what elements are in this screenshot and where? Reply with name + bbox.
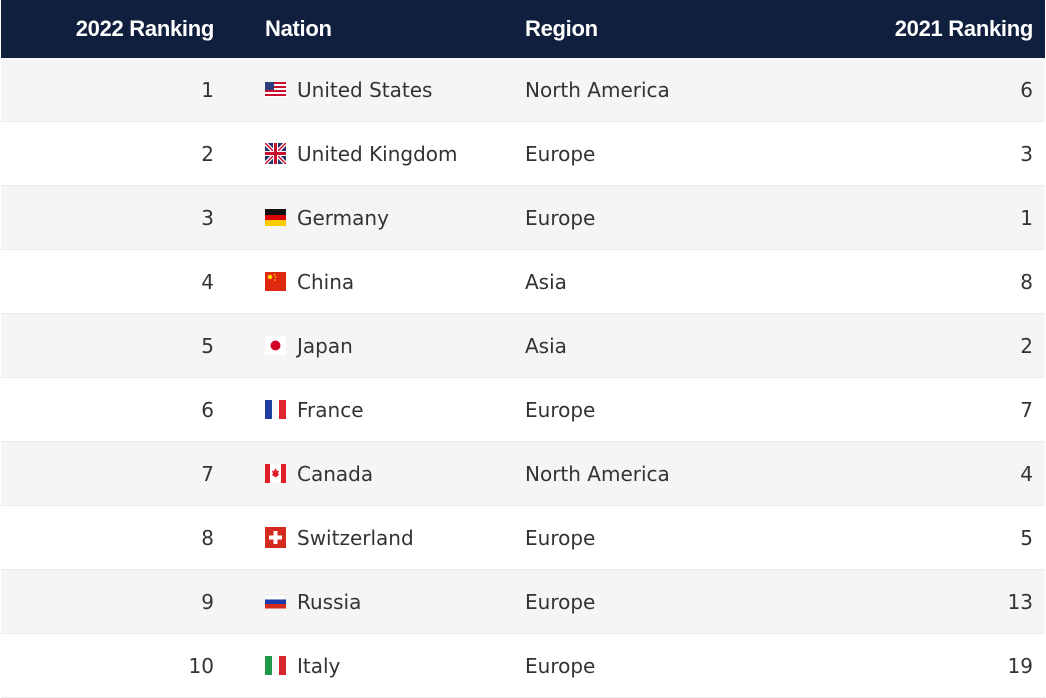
rank-2021-cell: 6 xyxy=(1020,77,1033,102)
flag-china-icon xyxy=(265,271,286,292)
nation-name: Switzerland xyxy=(297,525,414,550)
nation-cell: France xyxy=(214,398,525,422)
rank-2021-cell: 5 xyxy=(1020,525,1033,550)
table-row: 9 Russia Europe 13 xyxy=(1,570,1045,634)
table-row: 6 France Europe 7 xyxy=(1,378,1045,442)
region-cell: Asia xyxy=(525,333,567,358)
rank-2022-cell: 4 xyxy=(201,269,214,294)
nation-cell: Germany xyxy=(214,206,525,230)
rank-2022-cell: 5 xyxy=(201,333,214,358)
region-cell: Europe xyxy=(525,525,596,550)
flag-russia-icon xyxy=(265,591,286,612)
table-row: 8 Switzerland Europe 5 xyxy=(1,506,1045,570)
nation-name: China xyxy=(297,269,355,294)
region-cell: Europe xyxy=(525,397,596,422)
table-row: 10 Italy Europe 19 xyxy=(1,634,1045,698)
flag-japan-icon xyxy=(265,335,286,356)
rank-2021-cell: 3 xyxy=(1020,141,1033,166)
table-row: 7 Canada North America 4 xyxy=(1,442,1045,506)
nation-name: France xyxy=(297,397,364,422)
rank-2022-cell: 1 xyxy=(201,77,214,102)
rank-2022-cell: 7 xyxy=(201,461,214,486)
nation-name: Russia xyxy=(297,589,362,614)
region-cell: Europe xyxy=(525,205,596,230)
rank-2022-cell: 10 xyxy=(188,653,214,678)
rank-2022-cell: 2 xyxy=(201,141,214,166)
table-row: 2 United Kingdom Europe 3 xyxy=(1,122,1045,186)
header-2021-ranking[interactable]: 2021 Ranking xyxy=(894,16,1034,41)
region-cell: Europe xyxy=(525,589,596,614)
table-row: 4 China Asia 8 xyxy=(1,250,1045,314)
table-row: 5 Japan Asia 2 xyxy=(1,314,1045,378)
nation-cell: Russia xyxy=(214,590,525,614)
region-cell: North America xyxy=(525,461,670,486)
flag-italy-icon xyxy=(265,655,286,676)
nation-cell: United Kingdom xyxy=(214,142,525,166)
table-header: 2022 Ranking Nation Region 2021 Ranking xyxy=(1,0,1045,58)
nation-name: Germany xyxy=(297,205,389,230)
nation-name: United Kingdom xyxy=(297,141,458,166)
region-cell: North America xyxy=(525,77,670,102)
nation-cell: Italy xyxy=(214,654,525,678)
rank-2021-cell: 2 xyxy=(1020,333,1033,358)
header-nation[interactable]: Nation xyxy=(265,16,332,41)
rank-2022-cell: 6 xyxy=(201,397,214,422)
rank-2021-cell: 19 xyxy=(1007,653,1033,678)
nation-cell: Switzerland xyxy=(214,526,525,550)
nation-cell: China xyxy=(214,270,525,294)
table-row: 3 Germany Europe 1 xyxy=(1,186,1045,250)
nation-cell: Canada xyxy=(214,462,525,486)
rank-2022-cell: 8 xyxy=(201,525,214,550)
rank-2021-cell: 1 xyxy=(1020,205,1033,230)
flag-uk-icon xyxy=(265,143,286,164)
flag-france-icon xyxy=(265,399,286,420)
rank-2022-cell: 9 xyxy=(201,589,214,614)
rank-2021-cell: 4 xyxy=(1020,461,1033,486)
header-2022-ranking[interactable]: 2022 Ranking xyxy=(75,16,215,41)
region-cell: Asia xyxy=(525,269,567,294)
flag-us-icon xyxy=(265,79,286,100)
nation-cell: Japan xyxy=(214,334,525,358)
region-cell: Europe xyxy=(525,653,596,678)
flag-switzerland-icon xyxy=(265,527,286,548)
nation-name: United States xyxy=(297,77,433,102)
nation-name: Japan xyxy=(297,333,353,358)
flag-canada-icon xyxy=(265,463,286,484)
rank-2022-cell: 3 xyxy=(201,205,214,230)
nation-name: Italy xyxy=(297,653,341,678)
flag-germany-icon xyxy=(265,207,286,228)
nation-name: Canada xyxy=(297,461,374,486)
rank-2021-cell: 8 xyxy=(1020,269,1033,294)
table-row: 1 United States North America 6 xyxy=(1,58,1045,122)
region-cell: Europe xyxy=(525,141,596,166)
nation-cell: United States xyxy=(214,78,525,102)
rank-2021-cell: 13 xyxy=(1007,589,1033,614)
header-region[interactable]: Region xyxy=(525,16,598,41)
rank-2021-cell: 7 xyxy=(1020,397,1033,422)
